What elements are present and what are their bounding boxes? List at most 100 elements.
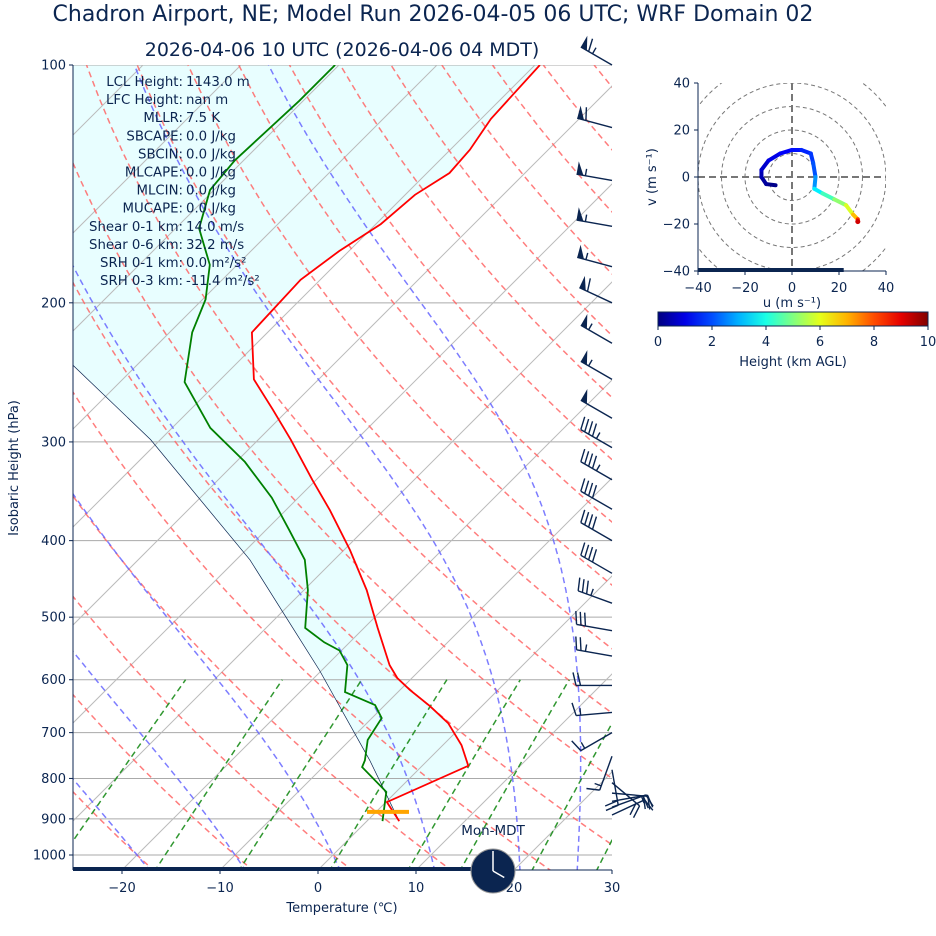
barb-full (575, 611, 578, 625)
dry-adiabat (848, 65, 936, 872)
barb-full (586, 787, 600, 791)
barb-full (579, 637, 582, 651)
stat-label: SRH 0-3 km: (100, 274, 183, 289)
dry-adiabat (73, 693, 254, 870)
barb-flag (579, 275, 586, 291)
hodograph-plot: −40 −20 0 20 40 40 20 0 −20 −40 u (m s⁻¹) v (m s⁻… (645, 77, 895, 312)
hodograph-segment (832, 197, 849, 208)
y-tick-label: 900 (41, 812, 66, 827)
x-tick-label: −10 (206, 881, 233, 896)
barb-half (595, 432, 601, 439)
mixing-ratio-line (154, 679, 283, 870)
barb-full (586, 278, 591, 292)
barb-full (587, 453, 594, 467)
x-tick-label: 30 (604, 881, 621, 896)
y-tick-label: 1000 (33, 849, 66, 864)
hodograph-x-tick-label: 40 (878, 281, 895, 296)
barb-flag (580, 35, 588, 51)
barb-flag (576, 207, 584, 222)
wind-barb (580, 313, 613, 344)
colorbar-tick-label: 2 (708, 335, 716, 350)
barb-full (584, 451, 590, 465)
isotherm-gridline (73, 281, 612, 822)
barb-staff (580, 360, 613, 380)
barb-full (580, 542, 586, 556)
barb-half (591, 47, 597, 55)
barb-full (577, 577, 581, 591)
barb-staff (580, 732, 613, 752)
dry-adiabat (542, 65, 612, 151)
stat-value: 0.0 J/kg (186, 184, 236, 199)
mixing-ratio-line (73, 679, 187, 843)
barb-full (584, 612, 587, 626)
y-tick-label: 500 (41, 611, 66, 626)
barb-staff (576, 623, 613, 632)
barb-full (584, 511, 590, 526)
y-axis-label: Isobaric Height (hPa) (7, 400, 22, 536)
barb-staff (576, 711, 613, 717)
colorbar-gradient (657, 311, 929, 327)
stat-label: MUCAPE: (123, 202, 184, 217)
moist-adiabat (267, 65, 582, 870)
parcel-profile-line (73, 364, 400, 822)
moist-adiabat (133, 65, 521, 870)
barb-staff (611, 799, 645, 816)
barb-staff (577, 256, 613, 268)
colorbar-tick-label: 6 (816, 335, 824, 350)
wind-barb (571, 702, 613, 717)
mixing-ratio-line (238, 679, 363, 870)
mixing-ratio-line (595, 838, 612, 870)
dry-adiabat (797, 65, 936, 872)
stat-label: LCL Height: (106, 75, 183, 90)
barb-full (591, 423, 598, 437)
wind-barb (575, 611, 613, 632)
moist-adiabat (73, 777, 151, 870)
hodograph-y-tick-label: −20 (663, 218, 690, 233)
barb-full (604, 800, 618, 807)
hodograph-x-label: u (m s⁻¹) (763, 296, 821, 311)
barb-staff (580, 46, 613, 66)
cin-shading (73, 65, 540, 822)
x-tick-label: −20 (108, 881, 135, 896)
barb-staff (580, 522, 613, 542)
stat-value: 14.0 m/s (186, 220, 244, 235)
x-tick-label: 0 (314, 881, 322, 896)
dry-adiabat (390, 65, 612, 337)
wind-barb (576, 161, 613, 182)
barb-full (580, 448, 586, 462)
barb-staff (580, 324, 613, 344)
wind-barb (576, 207, 613, 227)
stat-label: MLCAPE: (125, 166, 183, 181)
barb-half (588, 359, 593, 367)
barb-flag (580, 350, 588, 365)
mixing-ratio-line (643, 680, 741, 872)
stat-label: SRH 0-1 km: (100, 256, 183, 271)
barb-full (591, 516, 598, 530)
hodograph-y-tick-label: 0 (682, 171, 690, 186)
figure-subtitle: 2026-04-06 10 UTC (2026-04-06 04 MDT) (145, 39, 540, 61)
dry-adiabat (73, 390, 552, 870)
barb-staff (599, 756, 613, 791)
dewpoint-line (183, 65, 388, 822)
barb-staff (611, 794, 647, 808)
barb-half (579, 708, 582, 716)
clock-icon (470, 848, 516, 894)
dry-adiabat (73, 595, 353, 870)
stat-label: LFC Height: (106, 93, 183, 108)
stat-label: SBCAPE: (126, 129, 183, 144)
barb-half (585, 252, 589, 260)
barb-staff (577, 117, 613, 129)
wind-barb (579, 275, 613, 304)
dry-adiabat (73, 161, 612, 780)
wind-barb (577, 105, 613, 129)
hodograph-x-tick-label: −20 (731, 281, 758, 296)
barb-full (632, 805, 641, 819)
mixing-ratio-line (531, 721, 612, 870)
isotherm-gridline (710, 65, 936, 870)
isotherm-gridline (73, 65, 438, 430)
barb-full (591, 549, 598, 563)
stat-value: 7.5 K (186, 111, 220, 126)
hodograph-segment (766, 151, 783, 163)
y-tick-label: 100 (41, 59, 66, 74)
